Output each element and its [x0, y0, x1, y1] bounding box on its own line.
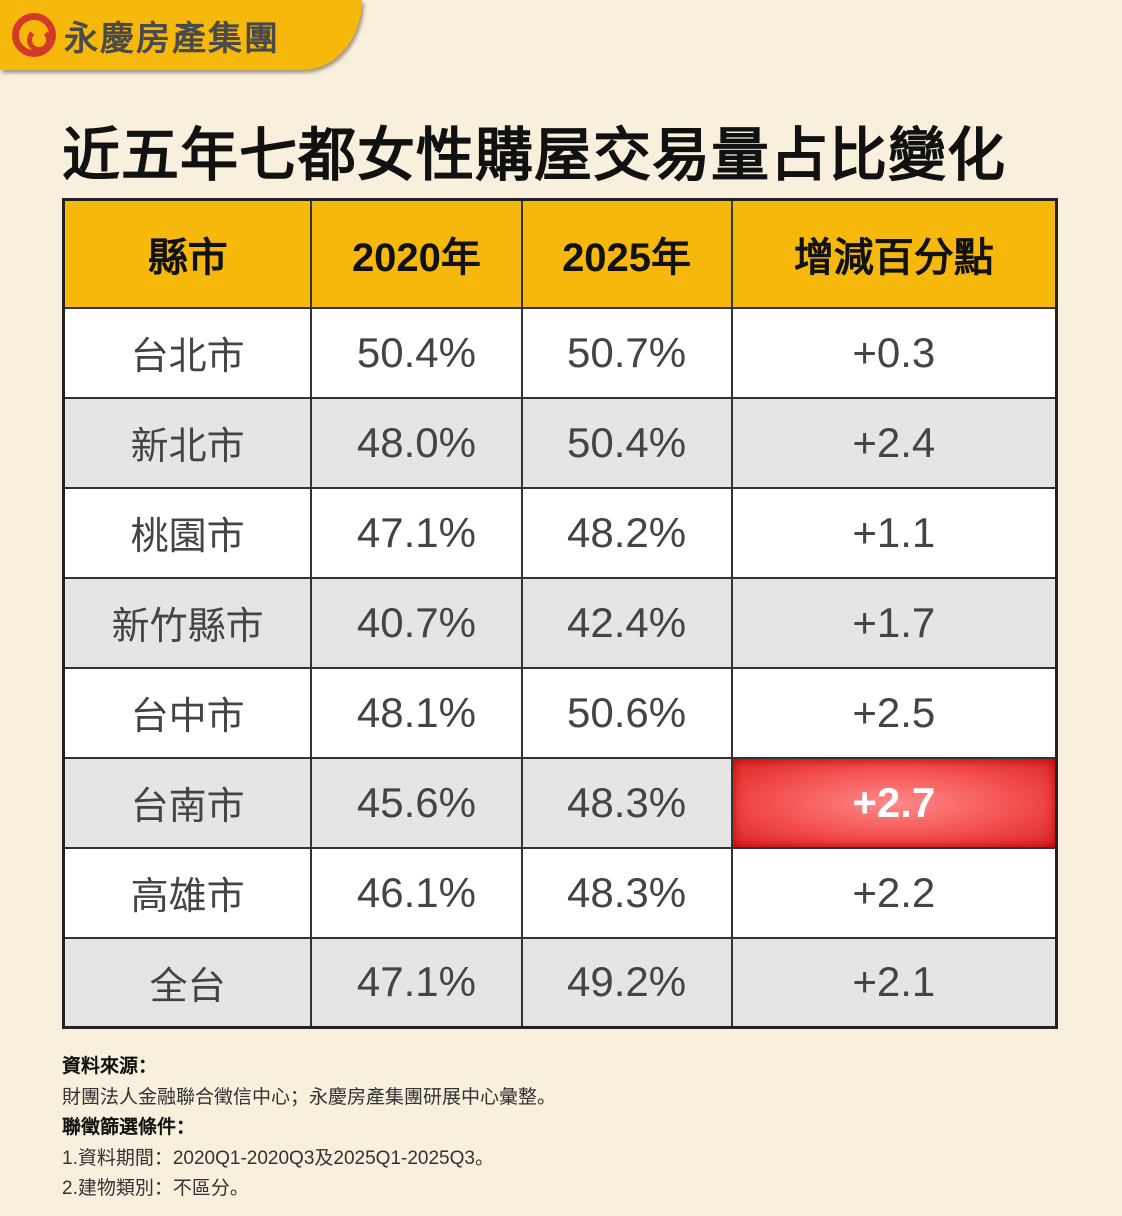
value-cell: +2.1 [730, 936, 1058, 1029]
value-cell: 50.6% [520, 666, 733, 759]
value-cell: 47.1% [310, 936, 523, 1029]
yungching-logo-icon [12, 13, 56, 57]
source-text: 財團法人金融聯合徵信中心；永慶房產集團研展中心彙整。 [62, 1086, 557, 1108]
table-row: 新北市 48.0% 50.4% +2.4 [62, 396, 1058, 489]
data-table: 縣市 2020年 2025年 增減百分點 台北市 50.4% 50.7% +0.3 新北市 48… [62, 198, 1058, 1029]
city-cell: 新北市 [62, 396, 313, 489]
value-cell: 48.1% [310, 666, 523, 759]
table-header: 縣市 2020年 2025年 增減百分點 [62, 198, 1058, 309]
city-cell: 桃園市 [62, 486, 313, 579]
brand-name: 永慶房產集團 [64, 19, 280, 58]
value-cell: 49.2% [520, 936, 733, 1029]
value-cell: 48.0% [310, 396, 523, 489]
value-cell: 50.7% [520, 306, 733, 399]
table-row: 全台 47.1% 49.2% +2.1 [62, 936, 1058, 1029]
value-cell: +2.7 [730, 756, 1058, 849]
table-row: 台北市 50.4% 50.7% +0.3 [62, 306, 1058, 399]
value-cell: 50.4% [310, 306, 523, 399]
city-cell: 高雄市 [62, 846, 313, 939]
source-label: 資料來源： [62, 1056, 158, 1077]
column-header: 2020年 [310, 198, 523, 309]
brand-banner: 永慶房產集團 [0, 0, 362, 70]
table-row: 新竹縣市 40.7% 42.4% +1.7 [62, 576, 1058, 669]
page-title: 近五年七都女性購屋交易量占比變化 [62, 123, 1007, 188]
value-cell: 48.3% [520, 846, 733, 939]
table-row: 高雄市 46.1% 48.3% +2.2 [62, 846, 1058, 939]
value-cell: +2.5 [730, 666, 1058, 759]
value-cell: 47.1% [310, 486, 523, 579]
table-row: 桃園市 47.1% 48.2% +1.1 [62, 486, 1058, 579]
city-cell: 台中市 [62, 666, 313, 759]
city-cell: 台北市 [62, 306, 313, 399]
notes: 資料來源： 財團法人金融聯合徵信中心；永慶房產集團研展中心彙整。 聯徵篩選條件：… [62, 1052, 556, 1205]
column-header: 2025年 [520, 198, 733, 309]
city-cell: 台南市 [62, 756, 313, 849]
value-cell: +0.3 [730, 306, 1058, 399]
criteria-item: 2.建物類別：不區分。 [62, 1178, 249, 1199]
value-cell: 42.4% [520, 576, 733, 669]
value-cell: 46.1% [310, 846, 523, 939]
city-cell: 全台 [62, 936, 313, 1029]
value-cell: +2.2 [730, 846, 1058, 939]
table-row: 台中市 48.1% 50.6% +2.5 [62, 666, 1058, 759]
value-cell: 48.2% [520, 486, 733, 579]
column-header: 縣市 [62, 198, 313, 309]
value-cell: 50.4% [520, 396, 733, 489]
value-cell: 40.7% [310, 576, 523, 669]
value-cell: +1.7 [730, 576, 1058, 669]
table-row: 台南市 45.6% 48.3% +2.7 [62, 756, 1058, 849]
value-cell: +2.4 [730, 396, 1058, 489]
value-cell: 48.3% [520, 756, 733, 849]
criteria-item: 1.資料期間：2020Q1-2020Q3及2025Q1-2025Q3。 [62, 1147, 494, 1169]
column-header: 增減百分點 [730, 198, 1058, 309]
criteria-label: 聯徵篩選條件： [62, 1117, 196, 1138]
value-cell: +1.1 [730, 486, 1058, 579]
value-cell: 45.6% [310, 756, 523, 849]
city-cell: 新竹縣市 [62, 576, 313, 669]
